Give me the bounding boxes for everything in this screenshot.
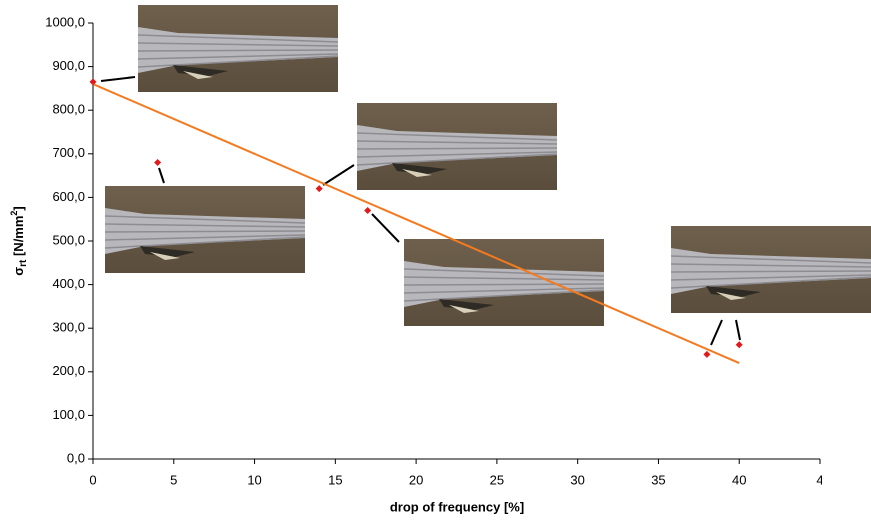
point <box>364 206 372 214</box>
connectors <box>100 76 741 346</box>
x-axis-title: drop of frequency [%] <box>390 499 524 514</box>
x-tick-label: 0 <box>89 472 96 487</box>
x-ticks: 0 5 10 15 20 25 30 35 40 4 <box>89 459 823 487</box>
point <box>315 185 323 193</box>
point <box>89 78 97 86</box>
point <box>154 159 162 167</box>
x-tick-label: 35 <box>651 472 665 487</box>
y-tick-label: 1000,0 <box>45 14 85 29</box>
y-tick-label: 700,0 <box>52 145 85 160</box>
x-tick-label: 15 <box>328 472 342 487</box>
x-tick-label: 4 <box>816 472 823 487</box>
trendline <box>92 83 740 364</box>
y-tick-label: 800,0 <box>52 102 85 117</box>
x-tick-label: 10 <box>247 472 261 487</box>
x-tick-label: 25 <box>490 472 504 487</box>
x-tick-label: 20 <box>409 472 423 487</box>
y-tick-label: 100,0 <box>52 407 85 422</box>
marks <box>89 78 743 364</box>
x-tick-label: 40 <box>732 472 746 487</box>
photos <box>104 4 871 327</box>
y-tick-label: 600,0 <box>52 189 85 204</box>
y-tick-label: 0,0 <box>67 450 85 465</box>
x-tick-label: 30 <box>570 472 584 487</box>
point <box>703 350 711 358</box>
y-tick-label: 300,0 <box>52 320 85 335</box>
y-axis-title: σrt [N/mm2] <box>9 206 28 276</box>
y-tick-label: 500,0 <box>52 232 85 247</box>
y-tick-label: 400,0 <box>52 276 85 291</box>
y-tick-label: 200,0 <box>52 363 85 378</box>
y-tick-label: 900,0 <box>52 58 85 73</box>
x-tick-label: 5 <box>170 472 177 487</box>
axes: 0,0 100,0 200,0 300,0 400,0 500,0 600,0 700,0 80… <box>45 14 823 487</box>
point <box>735 341 743 349</box>
